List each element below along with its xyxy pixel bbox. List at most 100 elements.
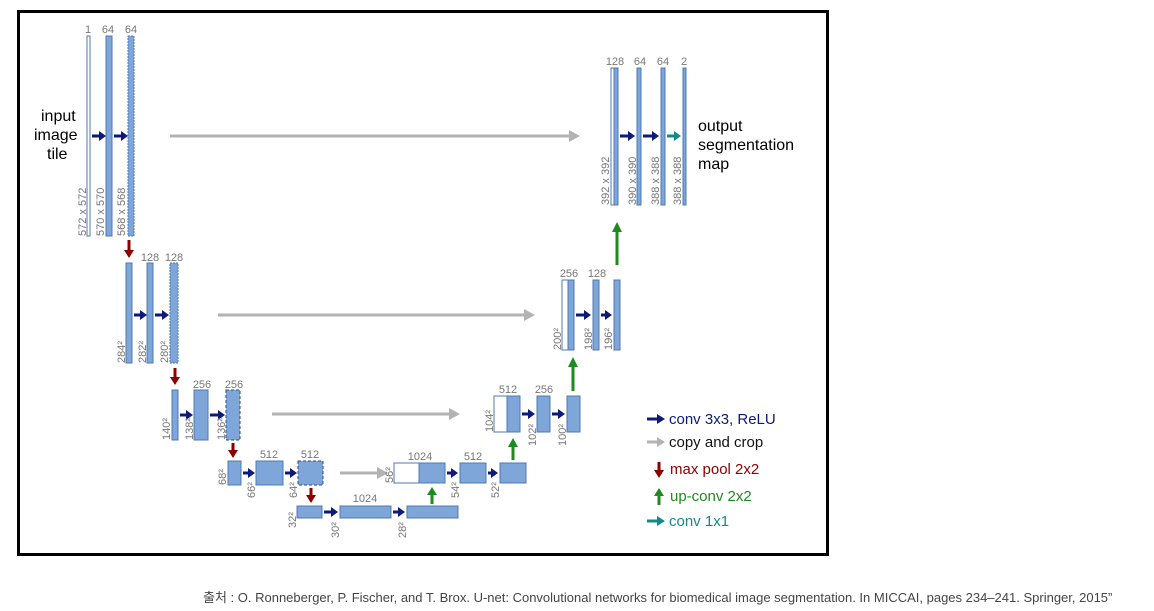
svg-text:2: 2 (681, 56, 687, 68)
svg-text:input: input (41, 108, 76, 125)
svg-text:390 x 390: 390 x 390 (627, 157, 639, 205)
svg-text:198²: 198² (583, 328, 595, 350)
svg-text:572 x 572: 572 x 572 (77, 188, 89, 236)
svg-text:280²: 280² (159, 341, 171, 363)
svg-text:196²: 196² (603, 328, 615, 350)
feature-map-l2-pool (125, 262, 133, 364)
svg-text:66²: 66² (246, 482, 258, 498)
svg-text:copy and crop: copy and crop (669, 434, 763, 451)
conv-arrows (92, 131, 659, 517)
svg-text:136²: 136² (216, 418, 228, 440)
arrow-up-icon (654, 488, 664, 505)
feature-map-r3-up (506, 395, 521, 433)
svg-text:up-conv 2x2: up-conv 2x2 (670, 488, 752, 505)
svg-text:30²: 30² (330, 522, 342, 538)
svg-text:102²: 102² (527, 424, 539, 446)
feature-map-l5-conv1 (339, 505, 392, 519)
feature-map-l2-conv2 (169, 262, 179, 364)
svg-text:64: 64 (102, 24, 114, 36)
copy-crop-arrows (170, 130, 580, 479)
svg-text:256: 256 (535, 384, 553, 396)
svg-text:388 x 388: 388 x 388 (672, 157, 684, 205)
feature-map-r4-copy (393, 462, 420, 484)
source-caption: 출처 : O. Ronneberger, P. Fischer, and T. … (203, 590, 1113, 605)
svg-text:282²: 282² (137, 341, 149, 363)
feature-map-r3-conv1 (536, 395, 551, 433)
svg-text:conv 1x1: conv 1x1 (669, 513, 729, 530)
svg-text:138²: 138² (184, 418, 196, 440)
svg-text:570 x 570: 570 x 570 (95, 188, 107, 236)
svg-text:256: 256 (225, 379, 243, 391)
legend-item-conv: conv 3x3, ReLU (647, 411, 776, 428)
svg-text:388 x 388: 388 x 388 (650, 157, 662, 205)
svg-text:64: 64 (634, 56, 646, 68)
svg-text:512: 512 (464, 451, 482, 463)
max-pool-arrows (124, 240, 316, 503)
feature-map-l4-conv1 (255, 460, 284, 486)
svg-text:32²: 32² (287, 512, 299, 528)
conv1x1-arrow (667, 131, 681, 141)
legend-item-conv1x1: conv 1x1 (647, 513, 729, 530)
svg-text:map: map (698, 156, 729, 173)
svg-text:conv 3x3, ReLU: conv 3x3, ReLU (669, 411, 776, 428)
svg-text:128: 128 (141, 252, 159, 264)
svg-text:tile: tile (47, 146, 68, 163)
up-conv-arrows (427, 222, 622, 504)
arrow-down-icon (654, 462, 664, 478)
feature-map-l5-pool (296, 505, 323, 519)
svg-text:1024: 1024 (353, 493, 377, 505)
svg-text:104²: 104² (484, 410, 496, 432)
svg-text:max pool 2x2: max pool 2x2 (670, 461, 759, 478)
legend-item-pool: max pool 2x2 (654, 461, 759, 478)
feature-map-r1-conv2 (660, 67, 666, 206)
svg-text:52²: 52² (490, 482, 502, 498)
svg-text:68²: 68² (217, 469, 229, 485)
svg-text:256: 256 (193, 379, 211, 391)
feature-map-r1-conv1 (636, 67, 642, 206)
svg-text:28²: 28² (397, 522, 409, 538)
svg-text:392 x 392: 392 x 392 (600, 157, 612, 205)
legend: conv 3x3, ReLU copy and crop max pool 2x… (647, 411, 776, 530)
feature-map-l3-pool (171, 389, 179, 441)
svg-text:128: 128 (165, 252, 183, 264)
arrow-right-icon (647, 437, 665, 447)
feature-map-l3-conv1 (193, 389, 209, 441)
arrow-right-icon (647, 516, 665, 526)
conv-arrow (92, 131, 659, 517)
svg-text:100²: 100² (557, 424, 569, 446)
svg-text:output: output (698, 118, 743, 135)
feature-map-l4-conv2 (297, 460, 324, 486)
svg-text:64: 64 (125, 24, 137, 36)
svg-text:image: image (34, 127, 78, 144)
svg-text:segmentation: segmentation (698, 137, 794, 154)
feature-map-l2-conv1 (146, 262, 154, 364)
feature-map-l4-pool (227, 460, 242, 486)
arrow-right-icon (647, 414, 665, 424)
svg-text:568 x 568: 568 x 568 (116, 188, 128, 236)
svg-text:256: 256 (560, 268, 578, 280)
svg-text:64: 64 (657, 56, 669, 68)
size-labels: 572 x 572 570 x 570 568 x 568 284² 282² … (77, 157, 684, 538)
svg-text:54²: 54² (450, 482, 462, 498)
feature-map-r4-conv1 (459, 462, 487, 484)
feature-map-l3-conv2 (225, 389, 241, 441)
svg-text:64²: 64² (288, 482, 300, 498)
feature-map-r1-up (613, 67, 619, 206)
input-label: input image tile (34, 108, 78, 163)
legend-item-upconv: up-conv 2x2 (654, 488, 752, 505)
feature-map-r4-up (418, 462, 446, 484)
svg-text:512: 512 (260, 449, 278, 461)
feature-map-l5-conv2 (406, 505, 459, 519)
svg-text:140²: 140² (161, 418, 173, 440)
svg-text:512: 512 (301, 449, 319, 461)
svg-text:200²: 200² (552, 328, 564, 350)
feature-map-r2-conv1 (592, 279, 600, 351)
feature-map-r1-output (682, 67, 687, 206)
svg-text:512: 512 (499, 384, 517, 396)
feature-map-r2-conv2 (613, 279, 621, 351)
legend-item-copy: copy and crop (647, 434, 763, 451)
svg-text:284²: 284² (116, 341, 128, 363)
feature-maps (86, 35, 687, 519)
feature-map-l1-conv2 (127, 35, 135, 237)
svg-text:128: 128 (588, 268, 606, 280)
